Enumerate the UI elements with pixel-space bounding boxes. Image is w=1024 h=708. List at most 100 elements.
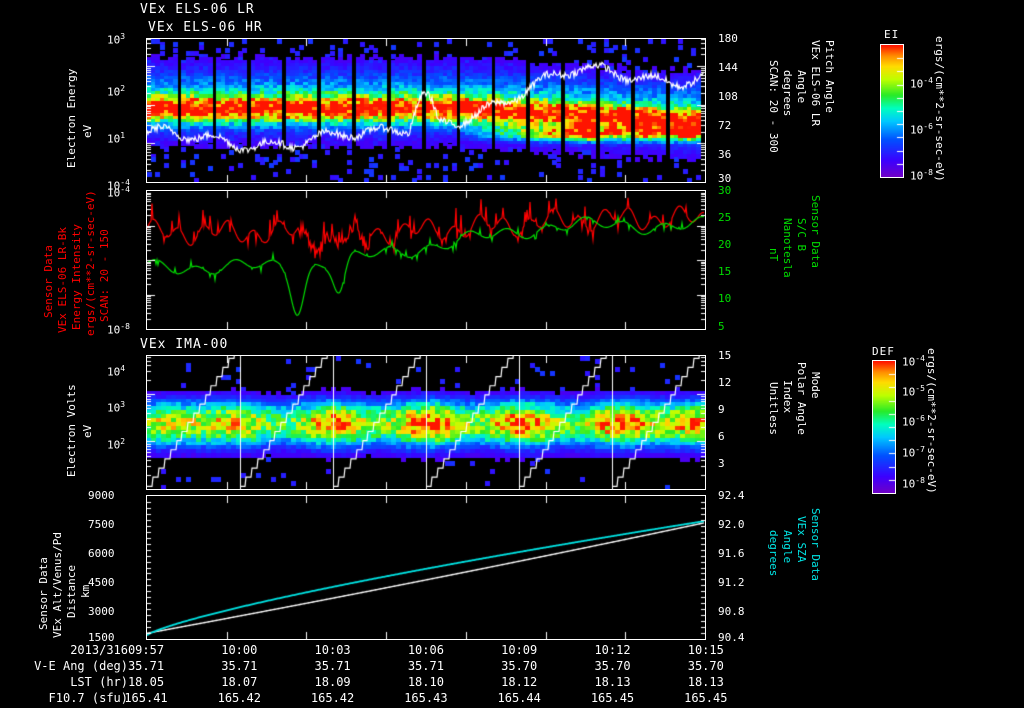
time-table: 2013/316 V-E Ang (deg) LST (hr) F10.7 (s… (0, 640, 1024, 708)
panel4-right-label-angle: Angle (781, 530, 794, 564)
panel3-right-label-index: Index (781, 380, 794, 414)
panel2-right-label-nanotesla: Nanotesla (781, 218, 794, 278)
panel2-right-tick-25: 25 (718, 211, 732, 224)
panel3-right-tick-6: 6 (718, 430, 725, 443)
table-cell-lst: 18.12 (501, 675, 538, 689)
panel1-right-tick-108: 108 (718, 90, 738, 103)
table-cell-time: 09:57 (127, 643, 165, 657)
panel1-right-tick-72: 72 (718, 119, 732, 132)
panel3-left-axis-label: Electron Volts (65, 384, 78, 477)
panel3-title: VEx IMA-00 (140, 337, 229, 352)
panel4-right-label-degrees: degrees (767, 530, 780, 577)
table-cell-lst: 18.13 (594, 675, 631, 689)
table-cell-f107: 165.42 (217, 691, 261, 705)
panel2-right-label-sc-b: S/C B (795, 218, 808, 252)
panel4-ytick-7500: 7500 (88, 518, 115, 531)
panel3-ytick-4: 104 (107, 364, 126, 379)
panel3-right-label-unitless: Unitless (767, 382, 780, 435)
panel1-left-axis-label: Electron Energy (65, 68, 78, 168)
panel2-right-tick-30: 30 (718, 184, 732, 197)
panel3-right-tick-9: 9 (718, 403, 725, 416)
panel2-right-tick-10: 10 (718, 292, 732, 305)
panel3-ytick-2: 102 (107, 437, 126, 452)
table-cell-time: 10:12 (594, 643, 631, 657)
def-colorbar-tick-5: 10-8 (902, 476, 925, 491)
table-cell-ve-ang: 35.70 (687, 659, 724, 673)
panel4-right-label-sensor-data: Sensor Data (809, 508, 822, 581)
ei-colorbar-tick-3: 10-8 (910, 168, 933, 183)
panel4-right-tick-920: 92.0 (718, 518, 745, 531)
table-cell-time: 10:09 (501, 643, 538, 657)
table-cell-f107: 165.45 (684, 691, 728, 705)
panel4-ytick-1500: 1500 (88, 631, 115, 644)
panel2-left-label-instrument: VEx ELS-06 LR-Bk (56, 227, 69, 333)
table-cell-time: 10:00 (221, 643, 258, 657)
ei-colorbar-tick-2: 10-6 (910, 122, 933, 137)
panel4-ytick-9000: 9000 (88, 489, 115, 502)
panel4-right-label-sza: VEx SZA (795, 516, 808, 563)
panel2-right-label-sensor-data: Sensor Data (809, 195, 822, 268)
def-colorbar-tick-2: 10-5 (902, 384, 925, 399)
panel4-left-label-distance: Distance (65, 565, 78, 618)
ei-colorbar-unit: ergs/(cm**2-sr-sec-eV) (933, 36, 946, 182)
table-cell-ve-ang: 35.71 (314, 659, 351, 673)
panel3-right-tick-3: 3 (718, 457, 725, 470)
panel4-right-tick-924: 92.4 (718, 489, 745, 502)
panel1-right-tick-144: 144 (718, 61, 738, 74)
panel1-right-label-scan: SCAN: 20 - 300 (767, 60, 780, 153)
def-colorbar-tick-1: 10-4 (902, 354, 925, 369)
panel1-right-label-pitch-angle: Pitch Angle (823, 40, 836, 113)
def-colorbar-unit: ergs/(cm**2-sr-sec-eV) (925, 348, 938, 494)
panel3-right-label-polar-angle: Polar Angle (795, 362, 808, 435)
table-cell-ve-ang: 35.71 (221, 659, 258, 673)
table-cell-f107: 165.41 (124, 691, 168, 705)
table-cell-f107: 165.43 (404, 691, 448, 705)
panel3-right-tick-15: 15 (718, 349, 732, 362)
table-cell-f107: 165.45 (590, 691, 635, 705)
panel1-right-tick-180: 180 (718, 32, 738, 45)
table-cell-lst: 18.09 (314, 675, 351, 689)
panel2-right-tick-20: 20 (718, 238, 732, 251)
panel1-title-lr: VEx ELS-06 LR (140, 2, 255, 17)
panel1-right-label-sensor: VEx ELS-06 LR (809, 40, 822, 127)
table-cell-f107: 165.42 (310, 691, 355, 705)
panel4-left-label-alt: VEx Alt/Venus/Pd (51, 532, 64, 638)
panel2-right-tick-15: 15 (718, 265, 732, 278)
panel1-title-hr: VEx ELS-06 HR (148, 20, 263, 35)
ei-colorbar-title: EI (884, 28, 900, 41)
panel1-right-tick-30: 30 (718, 172, 732, 185)
table-cell-ve-ang: 35.71 (407, 659, 444, 673)
panel4-right-tick-912: 91.2 (718, 576, 745, 589)
table-cell-lst: 18.13 (687, 675, 724, 689)
panel4-right-tick-908: 90.8 (718, 605, 745, 618)
table-cell-lst: 18.10 (407, 675, 444, 689)
panel2-left-label-units: ergs/(cm**2-sr-sec-eV) (84, 190, 97, 336)
table-cell-lst: 18.05 (127, 675, 165, 689)
def-colorbar-tick-3: 10-6 (902, 414, 925, 429)
panel4-plot-area[interactable] (146, 495, 706, 640)
ei-colorbar-tick-1: 10-4 (910, 76, 933, 91)
panel3-right-tick-12: 12 (718, 376, 732, 389)
table-cell-time: 10:06 (407, 643, 444, 657)
panel2-right-tick-5: 5 (718, 320, 725, 333)
table-cell-ve-ang: 35.71 (127, 659, 165, 673)
def-colorbar-gradient (872, 360, 896, 494)
table-row-label-lst: LST (hr) (70, 675, 128, 689)
panel3-plot-area[interactable] (146, 355, 706, 490)
panel1-right-label-angle: Angle (795, 70, 808, 104)
panel3-ytick-3: 103 (107, 400, 126, 415)
panel1-ytick-2: 102 (107, 84, 126, 99)
panel1-left-axis-unit: eV (81, 124, 94, 138)
panel1-right-label-degrees: degrees (781, 70, 794, 117)
panel1-right-tick-36: 36 (718, 148, 732, 161)
table-row-label-date: 2013/316 (70, 643, 128, 657)
panel2-left-label-energy-intensity: Energy Intensity (70, 224, 83, 330)
def-colorbar-title: DEF (872, 345, 895, 358)
ei-colorbar-gradient (880, 44, 904, 178)
panel2-plot-area[interactable] (146, 190, 706, 330)
table-cell-time: 10:03 (314, 643, 351, 657)
panel4-right-tick-904: 90.4 (718, 631, 745, 644)
panel1-plot-area[interactable] (146, 38, 706, 183)
panel2-right-label-nt: nT (767, 248, 780, 262)
panel2-ytick-top: 10-4 (107, 185, 130, 200)
